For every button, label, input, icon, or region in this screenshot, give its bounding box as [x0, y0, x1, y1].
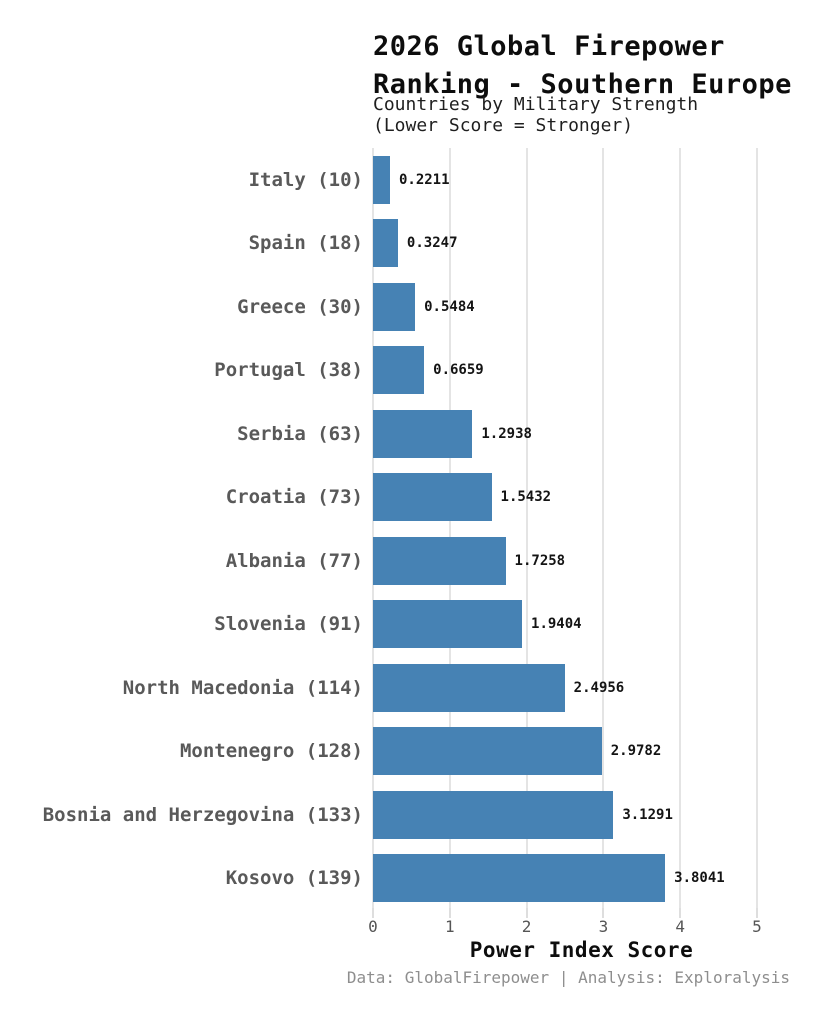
- x-axis-label: Power Index Score: [469, 938, 694, 962]
- x-tick-label: 2: [521, 917, 532, 936]
- value-label: 2.9782: [610, 743, 662, 760]
- bar: [373, 409, 473, 458]
- value-label: 2.4956: [573, 679, 625, 696]
- chart-subtitle: Countries by Military Strength (Lower Sc…: [373, 94, 698, 136]
- bar: [373, 219, 398, 268]
- bar: [373, 473, 492, 522]
- bar-row: Spain (18) 0.3247: [0, 212, 832, 276]
- chart-title: 2026 Global Firepower Ranking - Southern…: [373, 28, 792, 104]
- gridline-x-3: [602, 148, 605, 910]
- tickmark-x-3: [602, 908, 605, 918]
- bar: [373, 727, 602, 776]
- tickmark-x-2: [525, 908, 528, 918]
- bar: [373, 663, 565, 712]
- bar: [373, 536, 506, 585]
- gridline-x-1: [448, 148, 451, 910]
- gridline-x-4: [679, 148, 682, 910]
- bar-row: Croatia (73) 1.5432: [0, 466, 832, 530]
- category-label: Greece (30): [237, 295, 363, 318]
- category-label: Kosovo (139): [225, 867, 363, 890]
- bar-row: Albania (77) 1.7258: [0, 529, 832, 593]
- x-tick-label: 5: [752, 917, 762, 936]
- bar: [373, 155, 390, 204]
- category-label: Montenegro (128): [179, 740, 363, 763]
- category-label: Croatia (73): [225, 486, 363, 509]
- chart-title-line2: Ranking - Southern Europe: [373, 69, 792, 100]
- bar-row: Montenegro (128) 2.9782: [0, 720, 832, 784]
- chart-subtitle-line2: (Lower Score = Stronger): [373, 115, 634, 136]
- bar-row: Italy (10) 0.2211: [0, 148, 832, 212]
- bar-row: Greece (30) 0.5484: [0, 275, 832, 339]
- category-label: Spain (18): [248, 232, 363, 255]
- x-tick-label: 0: [368, 917, 378, 936]
- bar: [373, 854, 666, 903]
- bar-row: Bosnia and Herzegovina (133) 3.1291: [0, 783, 832, 847]
- category-label: Slovenia (91): [214, 613, 363, 636]
- value-label: 1.9404: [531, 616, 582, 633]
- bar-row: Serbia (63) 1.2938: [0, 402, 832, 466]
- category-label: Albania (77): [225, 549, 363, 572]
- value-label: 0.2211: [398, 171, 450, 188]
- value-label: 3.8041: [674, 870, 725, 887]
- tickmark-x-4: [679, 908, 682, 918]
- bar: [373, 346, 425, 395]
- bar-row: Slovenia (91) 1.9404: [0, 593, 832, 657]
- chart-subtitle-line1: Countries by Military Strength: [373, 94, 699, 115]
- value-label: 3.1291: [622, 806, 673, 823]
- category-label: Bosnia and Herzegovina (133): [42, 803, 363, 826]
- value-label: 0.6659: [433, 362, 484, 379]
- value-label: 1.7258: [514, 552, 566, 569]
- x-tick-label: 4: [675, 917, 686, 936]
- category-label: Portugal (38): [214, 359, 363, 382]
- category-label: Italy (10): [248, 168, 363, 191]
- tickmark-x-0: [372, 908, 374, 918]
- bar-row: Portugal (38) 0.6659: [0, 339, 832, 403]
- value-label: 0.3247: [406, 235, 458, 252]
- gridline-x-5: [756, 148, 758, 910]
- bar: [373, 282, 416, 331]
- value-label: 0.5484: [424, 298, 475, 315]
- tickmark-x-1: [448, 908, 451, 918]
- footer-credit: Data: GlobalFirepower | Analysis: Explor…: [346, 968, 790, 987]
- value-label: 1.2938: [481, 425, 532, 442]
- bar-row: Kosovo (139) 3.8041: [0, 847, 832, 911]
- bar: [373, 600, 523, 649]
- x-tick-label: 3: [598, 917, 609, 936]
- gridline-x-2: [525, 148, 528, 910]
- value-label: 1.5432: [500, 489, 552, 506]
- category-label: Serbia (63): [237, 422, 363, 445]
- tickmark-x-5: [756, 908, 758, 918]
- x-tick-label: 1: [444, 917, 455, 936]
- bar-row: North Macedonia (114) 2.4956: [0, 656, 832, 720]
- bar: [373, 790, 614, 839]
- chart-title-line1: 2026 Global Firepower: [373, 31, 725, 62]
- category-label: North Macedonia (114): [122, 676, 363, 699]
- gridline-x-0: [372, 148, 374, 910]
